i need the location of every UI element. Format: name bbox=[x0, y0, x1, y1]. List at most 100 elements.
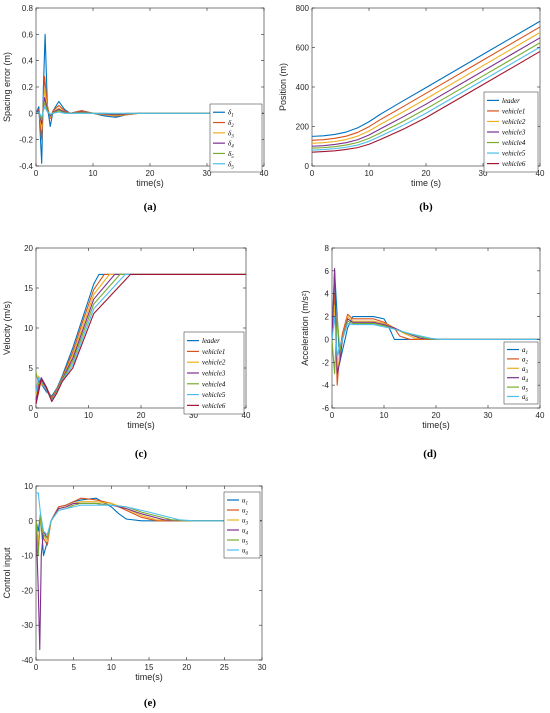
x-axis-label: time(s) bbox=[135, 672, 163, 682]
x-axis-label: time(s) bbox=[127, 420, 155, 430]
x-tick-label: 40 bbox=[536, 411, 545, 420]
panel-caption: (c) bbox=[135, 448, 148, 460]
x-axis-label: time(s) bbox=[136, 178, 164, 188]
series-line bbox=[36, 492, 262, 536]
legend-label: vehicle3 bbox=[202, 370, 226, 378]
series-line bbox=[331, 316, 540, 375]
x-tick-label: 30 bbox=[479, 169, 488, 178]
x-tick-label: 15 bbox=[145, 663, 154, 672]
x-tick-label: 20 bbox=[182, 663, 191, 672]
series-line bbox=[311, 20, 541, 137]
x-tick-label: 30 bbox=[189, 411, 198, 420]
series-line bbox=[311, 26, 541, 141]
y-axis-label: Position (m) bbox=[278, 63, 288, 111]
y-tick-label: 800 bbox=[296, 4, 310, 13]
series-line bbox=[311, 37, 541, 147]
y-tick-label: 0.6 bbox=[22, 30, 34, 39]
x-tick-label: 10 bbox=[89, 169, 98, 178]
y-tick-label: 5 bbox=[29, 364, 34, 373]
y-tick-label: 0.4 bbox=[22, 57, 34, 66]
y-tick-label: -30 bbox=[21, 621, 33, 630]
x-tick-label: 10 bbox=[107, 663, 116, 672]
y-tick-label: -2 bbox=[322, 358, 330, 367]
x-tick-label: 0 bbox=[330, 411, 335, 420]
legend-label: δ4 bbox=[228, 140, 234, 150]
legend: leader vehicle1 vehicle2 vehicle3 vehicle4 ve… bbox=[183, 331, 245, 415]
panel-e: 0 5 10 15 20 25 30 -40 -30 -20 -10 0 10 time(s) Cont… bbox=[2, 482, 267, 709]
y-tick-label: 200 bbox=[296, 123, 310, 132]
series-line bbox=[35, 273, 246, 405]
series-line bbox=[331, 268, 540, 375]
plot-c: 0 10 20 30 40 0 5 10 15 20 time(s) Velocity (m/s)… bbox=[2, 244, 251, 430]
x-tick-label: 20 bbox=[422, 169, 431, 178]
x-axis-label: time(s) bbox=[422, 420, 450, 430]
legend-label: δ2 bbox=[228, 119, 234, 129]
x-tick-label: 0 bbox=[310, 169, 315, 178]
y-tick-label: 10 bbox=[24, 324, 33, 333]
panel-caption: (d) bbox=[423, 448, 437, 460]
legend-label: u5 bbox=[242, 537, 249, 547]
legend-label: u2 bbox=[242, 507, 249, 517]
legend-label: a6 bbox=[522, 393, 529, 403]
x-tick-label: 30 bbox=[484, 411, 493, 420]
x-tick-label: 25 bbox=[220, 663, 229, 672]
legend-label: vehicle4 bbox=[502, 139, 526, 147]
y-axis-label: Velocity (m/s) bbox=[2, 301, 12, 355]
legend-box bbox=[209, 103, 263, 173]
y-tick-label: -4 bbox=[322, 381, 330, 390]
y-tick-label: 20 bbox=[24, 244, 33, 253]
legend-label: a4 bbox=[522, 374, 529, 384]
y-tick-label: 2 bbox=[325, 313, 330, 322]
y-axis-label: Control input bbox=[2, 547, 12, 599]
plot-a: 0 10 20 30 40 -0.4 -0.2 0 0.2 0.4 0.6 0.8 time(s) S… bbox=[2, 4, 269, 188]
panel-caption: (b) bbox=[419, 201, 433, 213]
series-line bbox=[311, 42, 541, 149]
x-tick-label: 40 bbox=[536, 169, 545, 178]
legend-label: δ1 bbox=[228, 109, 234, 119]
x-tick-label: 20 bbox=[146, 169, 155, 178]
y-tick-label: 0 bbox=[29, 404, 34, 413]
y-tick-label: 0 bbox=[29, 109, 34, 118]
legend-label: a1 bbox=[522, 346, 528, 356]
x-tick-label: 30 bbox=[258, 663, 267, 672]
x-axis-label: time (s) bbox=[411, 178, 441, 188]
legend-box bbox=[223, 491, 261, 559]
x-tick-label: 40 bbox=[260, 169, 269, 178]
panel-caption: (a) bbox=[144, 201, 157, 213]
legend-label: vehicle5 bbox=[502, 150, 526, 158]
series-line bbox=[311, 46, 541, 151]
legend-label: vehicle1 bbox=[502, 107, 525, 115]
x-tick-label: 10 bbox=[84, 411, 93, 420]
legend-label: u3 bbox=[242, 517, 249, 527]
y-tick-label: -10 bbox=[21, 552, 33, 561]
legend-label: u6 bbox=[242, 547, 249, 557]
legend-label: δ5 bbox=[228, 150, 234, 160]
y-tick-label: -40 bbox=[21, 656, 33, 665]
y-tick-label: 6 bbox=[325, 267, 330, 276]
panel-a: 0 10 20 30 40 -0.4 -0.2 0 0.2 0.4 0.6 0.8 time(s) S… bbox=[2, 4, 269, 213]
y-tick-label: 15 bbox=[24, 284, 33, 293]
y-tick-label: 4 bbox=[325, 290, 330, 299]
y-tick-label: 0 bbox=[325, 335, 330, 344]
series-line bbox=[35, 497, 262, 557]
series-line bbox=[331, 316, 540, 358]
legend-label: vehicle4 bbox=[202, 380, 226, 388]
x-tick-label: 40 bbox=[242, 411, 251, 420]
series-line bbox=[35, 502, 262, 651]
legend-box bbox=[503, 341, 539, 405]
legend-label: vehicle2 bbox=[502, 118, 526, 126]
y-tick-label: 0.2 bbox=[22, 83, 34, 92]
legend-label: vehicle6 bbox=[502, 160, 526, 168]
x-tick-label: 10 bbox=[365, 169, 374, 178]
y-tick-label: 0 bbox=[305, 162, 310, 171]
y-tick-label: 8 bbox=[325, 244, 330, 253]
legend-label: leader bbox=[502, 97, 520, 105]
series-line bbox=[331, 293, 540, 386]
y-axis-label: Acceleration (m/s²) bbox=[300, 290, 310, 366]
x-tick-label: 0 bbox=[34, 411, 39, 420]
